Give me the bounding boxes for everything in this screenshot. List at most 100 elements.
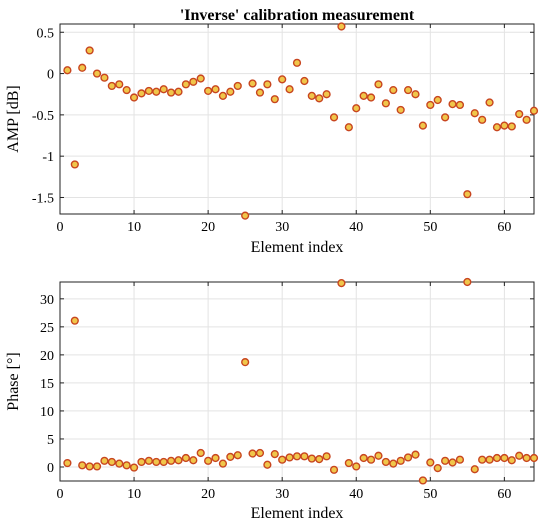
x-tick-label: 40 (349, 220, 363, 235)
data-point (411, 90, 420, 99)
data-point (315, 94, 324, 103)
data-point (485, 455, 494, 464)
data-point (492, 123, 502, 132)
data-point (241, 211, 250, 220)
data-point (507, 122, 516, 131)
data-point (418, 121, 428, 130)
data-point (515, 109, 524, 119)
data-point (137, 89, 146, 98)
x-axis-label: Element index (251, 239, 344, 256)
data-point (500, 453, 509, 463)
data-point (78, 461, 87, 470)
data-point (463, 277, 472, 287)
x-tick-label: 50 (423, 487, 437, 502)
data-point (381, 457, 390, 467)
x-tick-label: 20 (201, 487, 215, 502)
y-tick-label: 5 (47, 433, 54, 448)
data-point (500, 121, 509, 130)
data-point (441, 113, 450, 122)
data-point (255, 448, 265, 458)
data-point (211, 85, 220, 94)
x-tick-label: 0 (57, 487, 64, 502)
data-point (181, 80, 191, 89)
x-tick-label: 40 (349, 487, 363, 502)
data-point (204, 86, 213, 96)
data-point (233, 81, 242, 91)
data-point (485, 98, 494, 107)
data-point (285, 85, 294, 94)
data-point (285, 453, 294, 462)
y-tick-label: 30 (40, 293, 54, 308)
data-point (433, 464, 442, 473)
data-point (137, 457, 146, 467)
data-point (181, 453, 191, 463)
x-tick-label: 50 (423, 220, 437, 235)
data-point (248, 449, 257, 458)
data-point (107, 457, 116, 467)
data-point (115, 80, 124, 89)
data-point (359, 453, 368, 463)
data-point (100, 456, 109, 465)
data-point (85, 46, 94, 55)
data-point (426, 458, 435, 467)
y-tick-label: 10 (40, 405, 54, 420)
data-point (233, 451, 242, 460)
data-point (344, 458, 353, 468)
plot-frame (59, 281, 535, 482)
data-point (159, 457, 168, 467)
data-point (455, 100, 465, 110)
data-point (529, 453, 539, 463)
data-point (448, 458, 457, 467)
data-point (396, 105, 405, 115)
data-point (403, 453, 413, 462)
data-point (129, 463, 139, 472)
data-point (433, 95, 442, 105)
data-point (322, 452, 331, 461)
x-tick-label: 30 (275, 487, 289, 502)
y-tick-label: 15 (40, 377, 54, 392)
x-tick-label: 10 (127, 220, 141, 235)
data-point (63, 66, 72, 75)
data-point (144, 456, 153, 465)
data-point (381, 99, 390, 108)
data-point (204, 456, 213, 465)
data-point (241, 358, 250, 367)
data-point (152, 87, 161, 96)
x-tick-label: 10 (127, 487, 141, 502)
data-point (270, 449, 279, 459)
x-tick-label: 60 (497, 220, 511, 235)
data-point (300, 452, 309, 461)
data-point (70, 316, 79, 325)
data-point (174, 87, 183, 96)
data-point (455, 455, 465, 464)
data-point (478, 455, 487, 464)
data-point (315, 455, 324, 464)
data-point (107, 81, 116, 91)
data-point (366, 455, 376, 464)
data-point (63, 458, 72, 468)
data-point (307, 454, 316, 463)
y-tick-label: -1 (42, 150, 54, 165)
data-point (507, 456, 516, 465)
x-tick-label: 20 (201, 220, 215, 235)
data-point (529, 106, 539, 115)
data-point (329, 465, 339, 474)
y-tick-label: -1.5 (32, 191, 54, 206)
data-point (492, 453, 502, 463)
data-point (359, 91, 368, 100)
data-point (196, 74, 205, 83)
y-tick-label: 20 (40, 349, 54, 364)
x-tick-label: 0 (57, 220, 64, 235)
y-tick-label: 0 (47, 68, 54, 83)
data-point (396, 456, 405, 465)
data-point (218, 459, 228, 468)
data-point (278, 455, 287, 464)
data-point (352, 462, 361, 471)
x-axis-label: Element index (251, 505, 344, 522)
plot-frame (59, 23, 535, 215)
x-tick-label: 30 (275, 220, 289, 235)
data-point (337, 22, 346, 31)
data-point (122, 85, 131, 95)
y-axis-label: Phase [°] (5, 352, 22, 410)
